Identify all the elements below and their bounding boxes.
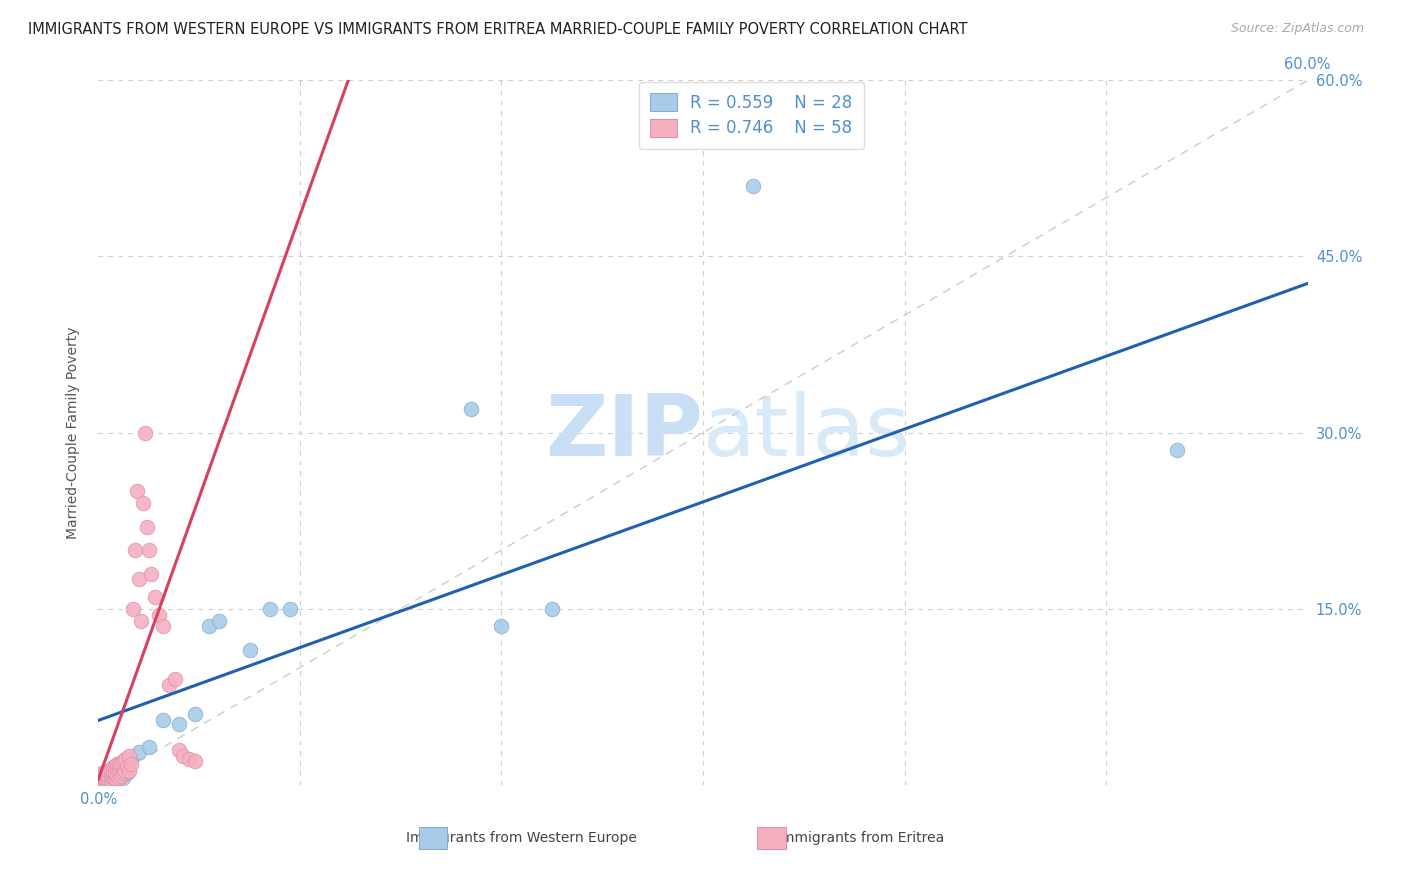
Point bbox=[1166, 443, 1188, 458]
Point bbox=[107, 764, 129, 778]
Point bbox=[110, 764, 132, 778]
Point bbox=[120, 752, 142, 766]
Point bbox=[100, 773, 122, 788]
Text: Immigrants from Eritrea: Immigrants from Eritrea bbox=[776, 830, 943, 845]
Point bbox=[107, 771, 129, 785]
Point bbox=[103, 759, 125, 773]
Point bbox=[259, 601, 281, 615]
Point bbox=[157, 678, 180, 692]
Point bbox=[742, 178, 765, 193]
Point bbox=[111, 755, 134, 769]
Point bbox=[97, 764, 120, 778]
Point bbox=[460, 402, 482, 417]
Point bbox=[103, 766, 125, 780]
Point bbox=[100, 764, 122, 778]
Point bbox=[125, 484, 148, 499]
Point bbox=[103, 771, 125, 785]
Point bbox=[152, 619, 174, 633]
Point bbox=[97, 772, 120, 786]
Point bbox=[135, 519, 157, 533]
Point bbox=[115, 766, 138, 780]
Point bbox=[128, 745, 150, 759]
Point bbox=[118, 748, 141, 763]
Point bbox=[129, 614, 152, 628]
Point bbox=[91, 772, 114, 786]
Point bbox=[114, 764, 136, 778]
Point bbox=[278, 601, 301, 615]
Point bbox=[115, 759, 138, 773]
Point bbox=[97, 768, 120, 782]
Point bbox=[239, 643, 262, 657]
Point bbox=[143, 590, 166, 604]
Point bbox=[172, 748, 194, 763]
Point bbox=[97, 768, 120, 782]
Point bbox=[152, 714, 174, 728]
Point bbox=[101, 771, 124, 785]
Point bbox=[96, 773, 118, 788]
Point bbox=[93, 771, 115, 785]
Text: atlas: atlas bbox=[703, 391, 911, 475]
Point bbox=[139, 566, 162, 581]
Bar bbox=[758, 827, 786, 849]
Text: ZIP: ZIP bbox=[546, 391, 703, 475]
Y-axis label: Married-Couple Family Poverty: Married-Couple Family Poverty bbox=[66, 326, 80, 539]
Point bbox=[96, 766, 118, 780]
Point bbox=[96, 772, 118, 786]
Point bbox=[100, 772, 122, 786]
Point bbox=[198, 619, 221, 633]
Point bbox=[101, 766, 124, 780]
Point bbox=[101, 760, 124, 774]
Point bbox=[124, 543, 146, 558]
Point bbox=[114, 752, 136, 766]
Legend: R = 0.559    N = 28, R = 0.746    N = 58: R = 0.559 N = 28, R = 0.746 N = 58 bbox=[638, 81, 865, 149]
Point bbox=[163, 673, 186, 687]
Point bbox=[103, 773, 125, 788]
Point bbox=[491, 619, 513, 633]
Point bbox=[111, 771, 134, 785]
Point bbox=[93, 766, 115, 780]
Point bbox=[110, 756, 132, 771]
Point bbox=[101, 771, 124, 785]
Point bbox=[100, 768, 122, 782]
Point bbox=[91, 772, 114, 786]
Point bbox=[89, 771, 111, 785]
Point bbox=[105, 768, 128, 782]
Point bbox=[93, 768, 115, 782]
Point bbox=[179, 752, 201, 766]
Point bbox=[167, 742, 190, 756]
Point bbox=[138, 740, 160, 755]
Point bbox=[105, 766, 128, 780]
Point bbox=[91, 766, 114, 780]
Point bbox=[184, 707, 207, 722]
Point bbox=[118, 764, 141, 778]
Point bbox=[107, 756, 129, 771]
Point bbox=[134, 425, 156, 440]
Point bbox=[121, 601, 143, 615]
Point bbox=[96, 771, 118, 785]
Text: Source: ZipAtlas.com: Source: ZipAtlas.com bbox=[1230, 22, 1364, 36]
Point bbox=[93, 768, 115, 782]
Point bbox=[107, 771, 129, 785]
Point bbox=[111, 766, 134, 780]
Point bbox=[167, 717, 190, 731]
Point bbox=[184, 755, 207, 769]
Text: Immigrants from Western Europe: Immigrants from Western Europe bbox=[406, 830, 637, 845]
Point bbox=[138, 543, 160, 558]
Point bbox=[128, 573, 150, 587]
Point bbox=[93, 773, 115, 788]
Point bbox=[208, 614, 231, 628]
Text: IMMIGRANTS FROM WESTERN EUROPE VS IMMIGRANTS FROM ERITREA MARRIED-COUPLE FAMILY : IMMIGRANTS FROM WESTERN EUROPE VS IMMIGR… bbox=[28, 22, 967, 37]
Point bbox=[540, 601, 562, 615]
Point bbox=[105, 756, 128, 771]
Point bbox=[89, 773, 111, 788]
Point bbox=[91, 768, 114, 782]
Point bbox=[120, 756, 142, 771]
Point bbox=[132, 496, 155, 510]
Point bbox=[110, 768, 132, 782]
Point bbox=[148, 607, 170, 622]
Bar bbox=[419, 827, 447, 849]
